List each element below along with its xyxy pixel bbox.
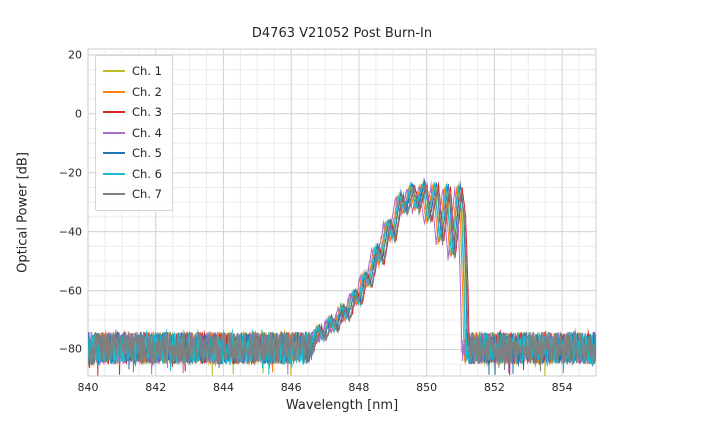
legend-item-ch-1: Ch. 1 — [103, 61, 162, 82]
y-tick-label: −40 — [58, 225, 82, 239]
x-tick-label: 844 — [212, 381, 234, 394]
legend-item-ch-4: Ch. 4 — [103, 123, 162, 144]
y-axis-label: Optical Power [dB] — [15, 152, 31, 273]
x-tick-label: 848 — [348, 381, 370, 394]
x-tick-label: 854 — [551, 381, 573, 394]
legend-item-ch-7: Ch. 7 — [103, 184, 162, 205]
x-tick-label: 846 — [280, 381, 302, 394]
y-tick-label: −80 — [58, 342, 82, 356]
legend-line-swatch — [103, 193, 125, 196]
legend-label: Ch. 5 — [132, 146, 162, 161]
legend-label: Ch. 7 — [132, 187, 162, 202]
legend-label: Ch. 1 — [132, 64, 162, 79]
legend-label: Ch. 4 — [132, 125, 162, 140]
legend-line-swatch — [103, 152, 125, 155]
y-tick-label: 0 — [75, 107, 82, 121]
legend-item-ch-3: Ch. 3 — [103, 102, 162, 123]
legend-line-swatch — [103, 70, 125, 73]
legend-item-ch-2: Ch. 2 — [103, 82, 162, 103]
legend-item-ch-5: Ch. 5 — [103, 143, 162, 164]
x-tick-label: 850 — [416, 381, 438, 394]
x-tick-label: 840 — [77, 381, 99, 394]
legend-line-swatch — [103, 131, 125, 134]
legend-label: Ch. 3 — [132, 105, 162, 120]
legend-label: Ch. 2 — [132, 84, 162, 99]
legend-label: Ch. 6 — [132, 166, 162, 181]
x-axis-label: Wavelength [nm] — [285, 398, 399, 413]
chart-title: D4763 V21052 Post Burn-In — [251, 26, 433, 41]
legend-line-swatch — [103, 172, 125, 175]
legend-line-swatch — [103, 111, 125, 114]
y-tick-label: −20 — [58, 166, 82, 180]
x-tick-label: 852 — [483, 381, 505, 394]
y-tick-label: 20 — [68, 48, 82, 62]
legend-item-ch-6: Ch. 6 — [103, 164, 162, 185]
y-tick-label: −60 — [58, 284, 82, 298]
legend-line-swatch — [103, 90, 125, 93]
legend: Ch. 1 Ch. 2 Ch. 3 Ch. 4 Ch. 5 Ch. 6 Ch. 7 — [95, 55, 173, 211]
x-tick-label: 842 — [145, 381, 167, 394]
